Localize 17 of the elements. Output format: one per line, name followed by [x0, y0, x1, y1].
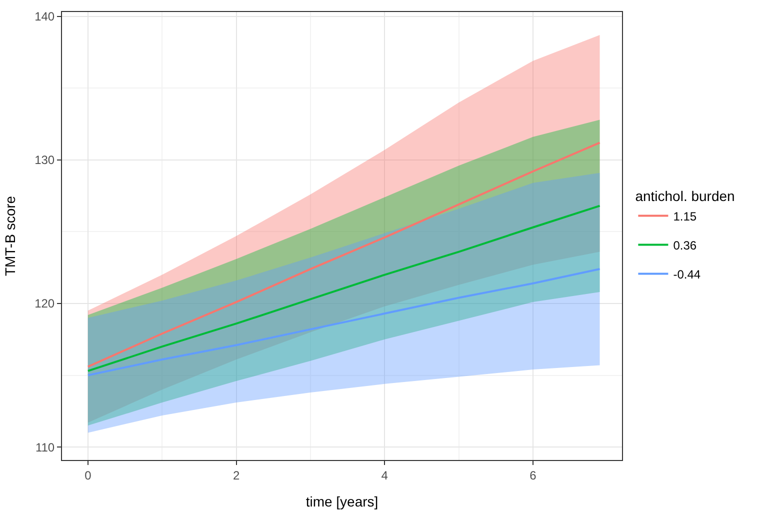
legend-label: 1.15 — [673, 209, 697, 224]
x-axis-title: time [years] — [306, 494, 378, 510]
legend-label: -0.44 — [673, 267, 701, 282]
x-tick-label: 2 — [232, 468, 240, 482]
line-series — [86, 142, 601, 368]
legend-title: antichol. burden — [635, 188, 735, 204]
y-tick-label: 120 — [34, 296, 55, 311]
y-tick-label: 130 — [34, 153, 55, 168]
line-series — [86, 268, 601, 376]
y-axis-title: TMT-B score — [2, 196, 18, 276]
x-tick-label: 4 — [381, 468, 388, 482]
line-series — [86, 204, 601, 372]
legend-label: 0.36 — [673, 238, 697, 252]
y-tick-label: 140 — [34, 10, 55, 24]
x-tick-label: 6 — [530, 468, 537, 482]
y-tick-label: 110 — [35, 440, 55, 454]
x-tick-label: 0 — [84, 468, 92, 482]
